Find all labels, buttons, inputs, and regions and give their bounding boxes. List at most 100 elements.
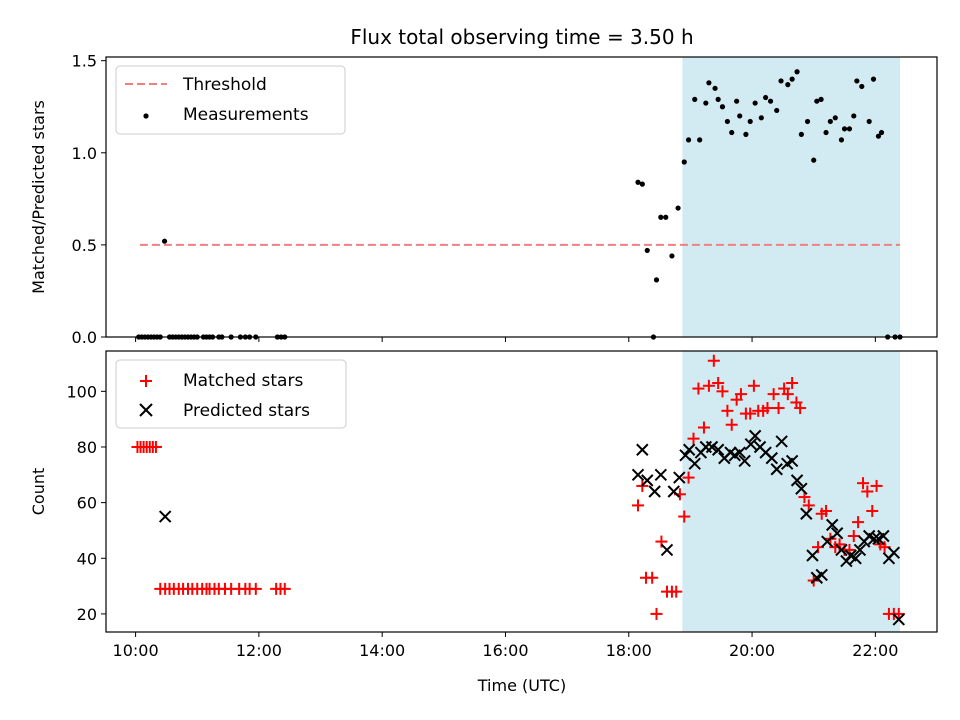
matched-stars-markers [131, 354, 905, 620]
predicted-star-point [800, 507, 813, 520]
predicted-star-point [738, 454, 751, 468]
predicted-star-point [648, 485, 661, 498]
matched-star-point [670, 585, 683, 598]
matched-star-point [802, 499, 815, 512]
measurement-point [763, 94, 769, 101]
measurement-point [859, 83, 865, 90]
measurement-point [785, 82, 791, 88]
measurement-point [794, 69, 800, 75]
measurement-point [789, 76, 795, 82]
matched-star-point [712, 376, 725, 389]
predicted-star-point [660, 543, 674, 557]
measurement-point [663, 214, 669, 220]
bottom-legend-box [115, 359, 347, 429]
matched-star-point [772, 402, 785, 415]
legend-measurements-swatch [143, 113, 149, 119]
matched-star-point [687, 432, 700, 445]
matched-star-point [892, 607, 905, 620]
measurement-point [729, 129, 735, 136]
matched-star-point [702, 379, 715, 392]
top-y-axis-label: Matched/Predicted stars [29, 100, 48, 294]
measurement-point [675, 205, 681, 211]
y-tick-label: 1.5 [72, 52, 97, 71]
predicted-star-point [748, 429, 762, 443]
measurement-point [653, 277, 660, 283]
measurement-point [681, 159, 687, 165]
measurement-point [767, 98, 774, 104]
predicted-star-point [892, 613, 905, 626]
x-tick-label: 22:00 [852, 641, 898, 660]
measurement-point [774, 107, 780, 114]
matched-star-point [650, 607, 663, 620]
predicted-star-point [733, 446, 746, 459]
measurement-point [841, 126, 848, 132]
matched-star-point [721, 404, 734, 417]
matched-star-point [716, 385, 729, 398]
y-tick-label: 20 [77, 605, 97, 624]
x-tick-label: 12:00 [236, 641, 282, 660]
matched-star-point [682, 471, 695, 484]
y-tick-label: 1.0 [72, 144, 97, 163]
bottom-y-axis-label: Count [29, 468, 48, 516]
matched-star-point [249, 582, 262, 595]
measurement-point [706, 80, 712, 86]
measurement-point [846, 126, 853, 132]
legend-measurements-label: Measurements [183, 105, 309, 125]
predicted-star-point [877, 529, 890, 543]
predicted-star-point [775, 435, 788, 448]
measurement-point [878, 129, 885, 136]
predicted-star-point [705, 440, 719, 454]
measurement-point [639, 181, 645, 187]
measurement-point [734, 98, 740, 104]
measurement-point [685, 137, 692, 143]
x-tick-label: 18:00 [606, 641, 652, 660]
measurement-point [818, 96, 824, 102]
bottom-legend: Matched stars Predicted stars [115, 359, 347, 429]
predicted-star-point [641, 474, 654, 487]
predicted-star-point [744, 437, 758, 451]
y-tick-label: 80 [77, 438, 97, 457]
measurement-point [658, 214, 664, 220]
predicted-star-point [795, 482, 808, 495]
predicted-star-point [770, 463, 783, 476]
top-y-ticks: 0.0 0.5 1.0 1.5 [72, 52, 106, 347]
shaded-interval-top [682, 57, 901, 337]
measurement-point [737, 113, 743, 119]
bottom-plot-frame [105, 350, 938, 633]
measurement-point [854, 78, 860, 84]
y-tick-label: 60 [77, 494, 97, 513]
matched-star-point [852, 516, 865, 529]
matched-star-point [870, 479, 883, 492]
measurement-point [724, 118, 731, 125]
matched-star-point [149, 440, 162, 453]
predicted-stars-markers [158, 429, 905, 626]
matched-star-point [747, 379, 760, 392]
bottom-y-ticks: 20 40 60 80 100 [66, 382, 106, 624]
top-legend: Threshold Measurements [115, 65, 346, 135]
measurement-point [875, 133, 882, 139]
measurement-point [669, 253, 675, 259]
measurement-point [814, 98, 820, 104]
predicted-star-point [830, 527, 844, 540]
predicted-star-point [790, 474, 804, 487]
matched-star-point [786, 376, 799, 389]
predicted-star-point [631, 468, 645, 482]
predicted-star-point [815, 568, 828, 582]
matched-star-point [857, 477, 870, 490]
measurement-point [703, 100, 709, 106]
measurement-point [715, 96, 721, 102]
predicted-star-point [636, 443, 649, 456]
predicted-star-point [825, 518, 839, 532]
measurement-point [804, 118, 811, 125]
x-tick-label: 16:00 [482, 641, 528, 660]
predicted-star-point [849, 552, 862, 565]
x-axis-label: Time (UTC) [477, 676, 566, 695]
bottom-x-ticks: 10:00 12:00 14:00 16:00 18:00 20:00 22:00 [113, 632, 898, 660]
predicted-star-point [711, 443, 725, 456]
measurement-point [798, 131, 804, 137]
predicted-star-point [673, 471, 686, 484]
measurement-point [823, 129, 829, 136]
matched-star-point [678, 510, 691, 523]
top-x-ticks [135, 337, 876, 342]
